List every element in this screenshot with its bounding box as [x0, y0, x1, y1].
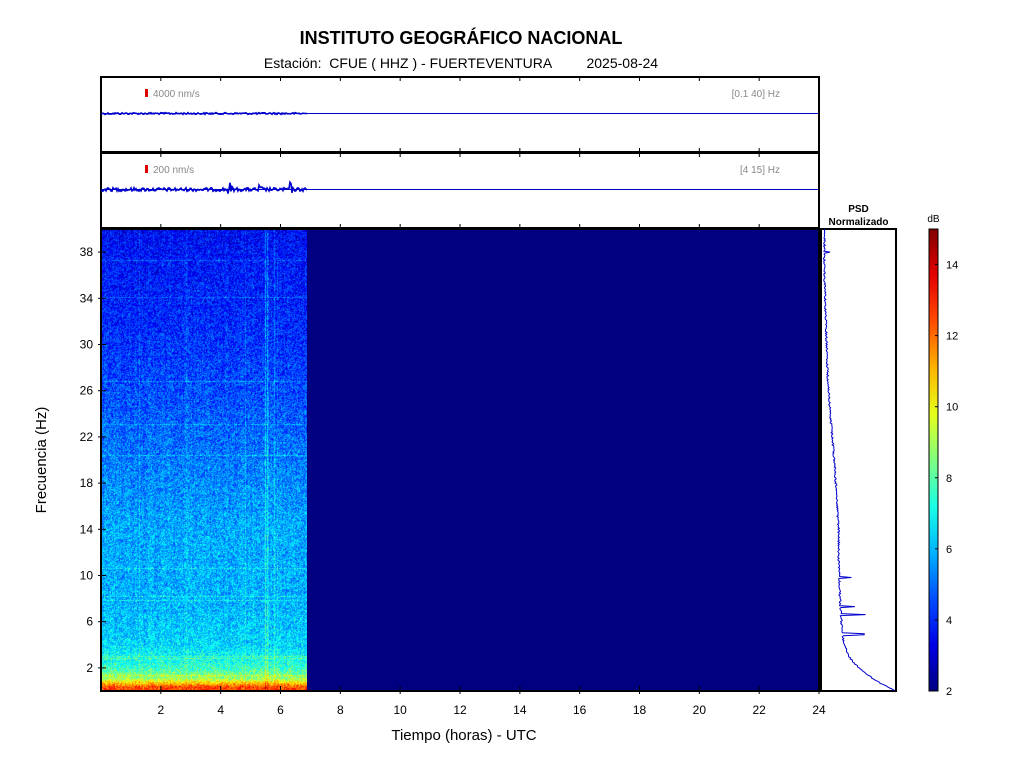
station-subtitle: Estación: CFUE ( HHZ ) - FUERTEVENTURA 2…	[0, 55, 922, 71]
station-name: CFUE ( HHZ ) - FUERTEVENTURA	[329, 55, 552, 71]
station-label: Estación:	[263, 55, 322, 71]
y-tick-label: 18	[80, 476, 94, 490]
colorbar-label: dB	[927, 214, 940, 225]
x-tick-label: 22	[752, 703, 766, 717]
colorbar-bar	[928, 228, 939, 692]
y-tick-label: 14	[80, 522, 94, 536]
colorbar	[928, 228, 939, 692]
spectrogram-data	[101, 229, 307, 691]
y-tick-label: 26	[80, 384, 94, 398]
x-axis-label: Tiempo (horas) - UTC	[391, 727, 536, 744]
waveform-broadband-panel	[100, 76, 820, 153]
psd-subtitle: Normalizado	[828, 217, 888, 228]
waveform-broadband-trace	[101, 111, 308, 116]
x-tick-label: 16	[573, 703, 587, 717]
colorbar-tick-label: 2	[946, 686, 952, 698]
psd-frame	[820, 228, 897, 692]
colorbar-tick-label: 14	[946, 260, 958, 272]
spectrogram-panel	[98, 228, 820, 694]
colorbar-tick-label: 10	[946, 402, 958, 414]
waveform-broadband-band-label: [0.1 40] Hz	[732, 89, 780, 100]
waveform-broadband-scale-label: 4000 nm/s	[153, 89, 200, 100]
colorbar-tick-label: 6	[946, 544, 952, 556]
x-tick-label: 10	[393, 703, 407, 717]
psd-panel	[820, 228, 897, 692]
colorbar-tick-label: 4	[946, 615, 952, 627]
page-title: INSTITUTO GEOGRÁFICO NACIONAL	[299, 28, 623, 48]
y-tick-label: 30	[80, 338, 94, 352]
waveform-filtered-scale-mark	[145, 165, 148, 173]
y-tick-label: 2	[86, 661, 93, 675]
x-tick-label: 12	[453, 703, 467, 717]
y-tick-label: 34	[80, 291, 94, 305]
waveform-filtered-trace	[101, 180, 308, 194]
x-tick-label: 24	[812, 703, 826, 717]
waveform-filtered-panel	[100, 152, 820, 229]
waveform-broadband-scale-mark	[145, 89, 148, 97]
x-tick-label: 20	[693, 703, 707, 717]
colorbar-tick-label: 8	[946, 473, 952, 485]
psd-title: PSD	[848, 204, 869, 215]
y-tick-label: 10	[80, 569, 94, 583]
x-tick-label: 14	[513, 703, 527, 717]
colorbar-tick-label: 12	[946, 331, 958, 343]
record-date: 2025-08-24	[586, 55, 659, 71]
x-tick-label: 8	[337, 703, 344, 717]
x-tick-label: 6	[277, 703, 284, 717]
y-axis-label: Frecuencia (Hz)	[33, 407, 50, 514]
y-tick-label: 38	[80, 245, 94, 259]
x-tick-label: 4	[217, 703, 224, 717]
x-tick-label: 18	[633, 703, 647, 717]
waveform-filtered-scale-label: 200 nm/s	[153, 165, 194, 176]
y-tick-label: 22	[80, 430, 94, 444]
x-tick-label: 2	[157, 703, 164, 717]
y-tick-label: 6	[86, 615, 93, 629]
waveform-filtered-band-label: [4 15] Hz	[740, 165, 780, 176]
psd-curve	[822, 228, 895, 692]
